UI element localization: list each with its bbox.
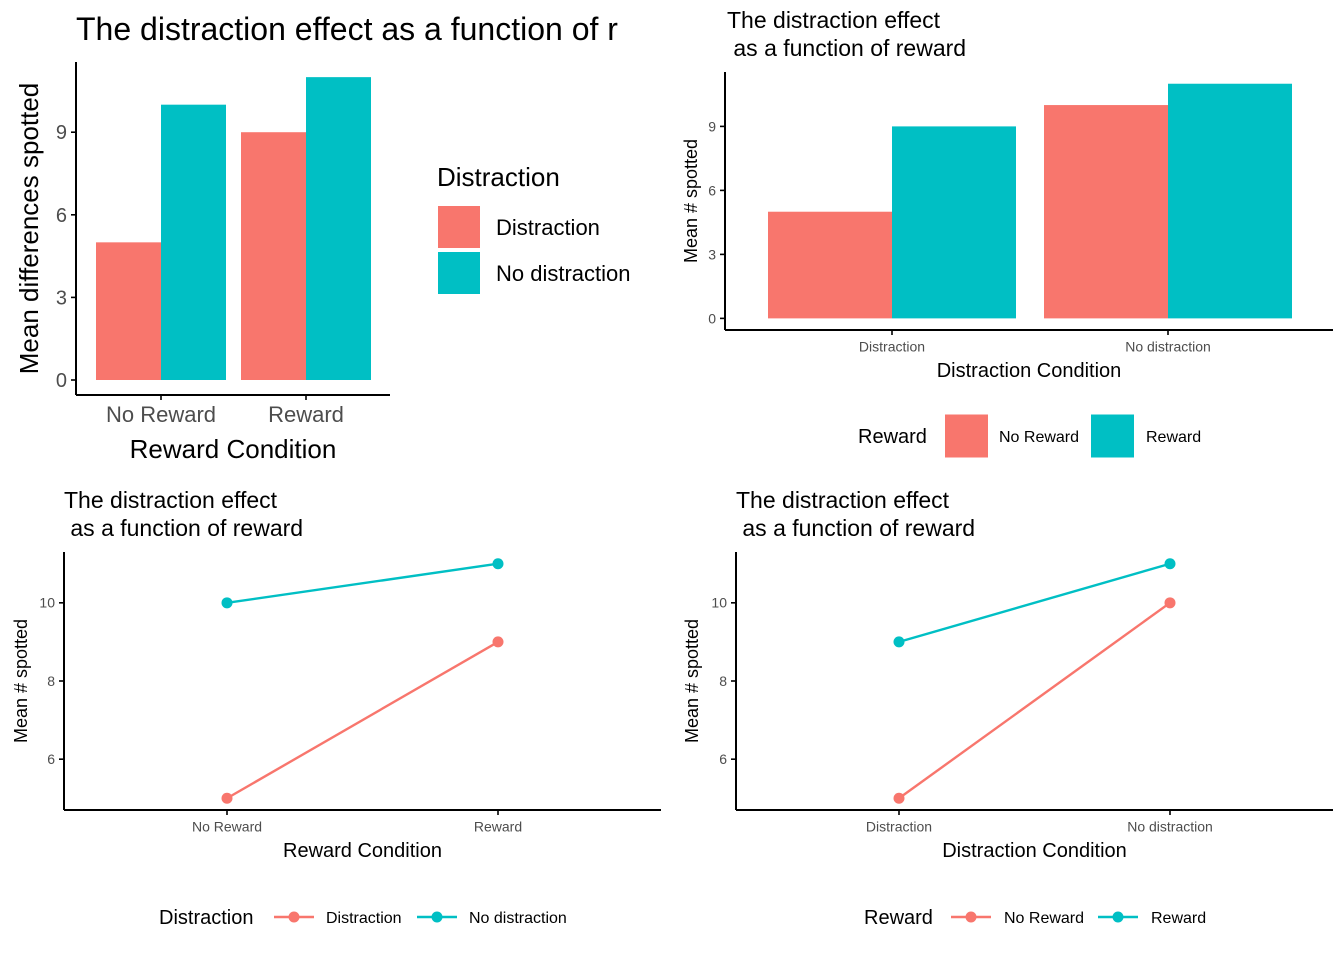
- x-axis-label: Distraction Condition: [942, 840, 1127, 862]
- point-no-distraction-no-reward: [221, 597, 233, 609]
- line-no-reward: [898, 601, 1171, 800]
- chart-title-line: The distraction effect as a function of …: [76, 11, 618, 47]
- legend-label: Distraction: [326, 910, 402, 927]
- y-tick-label: 6: [708, 182, 716, 198]
- x-axis-label: Reward Condition: [130, 434, 337, 464]
- x-axis-label: Distraction Condition: [937, 360, 1122, 382]
- x-tick-label: No Reward: [192, 818, 262, 834]
- legend: Distraction Distraction No distraction: [437, 162, 631, 294]
- chart-title: The distraction effect as a function of …: [64, 487, 303, 541]
- chart-title-line: as a function of reward: [64, 515, 303, 541]
- legend-label: Reward: [1146, 429, 1201, 446]
- legend-label: No Reward: [999, 429, 1079, 446]
- y-axis-label: Mean # spotted: [682, 619, 702, 743]
- y-tick-label: 3: [708, 246, 716, 262]
- line-no-distraction: [226, 562, 499, 605]
- x-tick-label: No distraction: [1127, 818, 1213, 834]
- y-axis-label: Mean differences spotted: [14, 83, 44, 374]
- chart-title: The distraction effect as a function of …: [727, 7, 966, 61]
- bar-no-reward-no-distraction: [1044, 105, 1168, 319]
- legend-key-point: [431, 911, 443, 923]
- y-tick-label: 9: [56, 122, 67, 144]
- y-tick-label: 6: [47, 751, 55, 767]
- line-distraction: [226, 640, 499, 800]
- y-tick-label: 9: [708, 118, 716, 134]
- legend-title: Distraction: [159, 907, 253, 929]
- legend-key: [438, 206, 480, 248]
- x-tick-label: Reward: [474, 818, 522, 834]
- legend-key-point: [965, 911, 977, 923]
- y-tick-label: 8: [47, 673, 55, 689]
- y-tick-label: 3: [56, 287, 67, 309]
- legend-title: Reward: [864, 907, 933, 929]
- x-tick-label: No distraction: [1125, 338, 1211, 354]
- legend-key-point: [1112, 911, 1124, 923]
- legend-key: [945, 414, 988, 458]
- bar-distraction-reward: [241, 132, 306, 380]
- y-axis-label: Mean # spotted: [11, 619, 31, 743]
- point-no-reward-no-distraction: [1164, 597, 1176, 609]
- x-tick-label: Reward: [268, 402, 344, 427]
- panel-p3: 6 8 10 No Reward Reward Reward Condition Mean …: [11, 487, 661, 929]
- y-tick-label: 10: [711, 595, 727, 611]
- y-tick-label: 0: [56, 370, 67, 392]
- legend-label: No Reward: [1004, 910, 1084, 927]
- y-tick-label: 6: [56, 205, 67, 227]
- y-axis-label: Mean # spotted: [681, 139, 701, 263]
- chart-title-line: The distraction effect: [736, 487, 950, 513]
- chart-title-line: as a function of reward: [727, 35, 966, 61]
- line-reward: [898, 562, 1171, 644]
- point-distraction-reward: [492, 636, 504, 648]
- y-tick-label: 10: [39, 595, 55, 611]
- y-tick-label: 0: [708, 310, 716, 326]
- legend: Distraction Distraction No distraction: [159, 907, 567, 929]
- point-no-distraction-reward: [492, 558, 504, 570]
- panel-p2: 0 3 6 9 Distraction No distractionDistraction…: [681, 7, 1333, 458]
- legend-label: Reward: [1151, 910, 1206, 927]
- legend-title: Distraction: [437, 162, 560, 192]
- x-tick-label: Distraction: [859, 338, 925, 354]
- bar-reward-distraction: [892, 126, 1016, 319]
- panel-p1: 0 3 6 9 No Reward Reward Reward Condition Mean …: [14, 11, 631, 464]
- chart-title-line: The distraction effect: [727, 7, 941, 33]
- x-tick-label: No Reward: [106, 402, 216, 427]
- x-tick-label: Distraction: [866, 818, 932, 834]
- legend-label: Distraction: [496, 215, 600, 240]
- legend-title: Reward: [858, 426, 927, 448]
- chart-title-line: The distraction effect: [64, 487, 278, 513]
- legend-key: [1091, 414, 1134, 458]
- x-axis-label: Reward Condition: [283, 840, 442, 862]
- bar-reward-no-distraction: [1168, 83, 1292, 319]
- chart-title: The distraction effect as a function of …: [736, 487, 975, 541]
- legend-label: No distraction: [496, 261, 631, 286]
- point-reward-distraction: [893, 636, 905, 648]
- bar-no-distraction-reward: [306, 77, 371, 381]
- bar-no-distraction-no-reward: [161, 104, 226, 380]
- panel-p4: 6 8 10 Distraction No distractionDistraction…: [682, 487, 1333, 929]
- chart-title-line: as a function of reward: [736, 515, 975, 541]
- point-reward-no-distraction: [1164, 558, 1176, 570]
- y-tick-label: 6: [719, 751, 727, 767]
- bar-distraction-no-reward: [96, 242, 161, 380]
- chart-title: The distraction effect as a function of …: [76, 11, 618, 47]
- legend-key: [438, 252, 480, 294]
- bar-no-reward-distraction: [768, 211, 892, 319]
- legend-key-point: [288, 911, 300, 923]
- legend: Reward No Reward Reward: [858, 414, 1201, 458]
- point-distraction-no-reward: [221, 792, 233, 804]
- legend-label: No distraction: [469, 910, 567, 927]
- y-tick-label: 8: [719, 673, 727, 689]
- legend: Reward No Reward Reward: [864, 907, 1206, 929]
- point-no-reward-distraction: [893, 792, 905, 804]
